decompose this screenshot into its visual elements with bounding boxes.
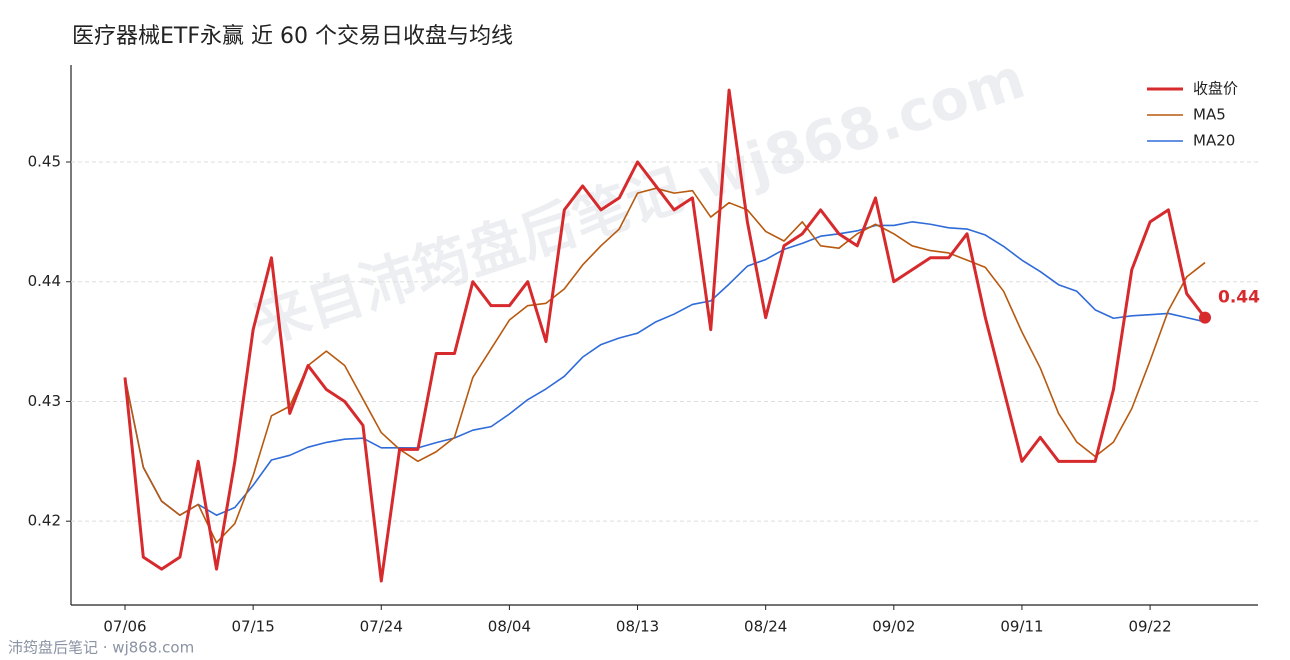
legend-label: MA5 [1193, 106, 1226, 124]
x-tick-label: 09/11 [1000, 618, 1043, 636]
x-tick-label: 07/24 [360, 618, 403, 636]
footer: 沛筠盘后笔记 · wj868.com [8, 639, 194, 657]
x-tick-label: 08/24 [744, 618, 787, 636]
x-tick-label: 07/15 [232, 618, 275, 636]
y-tick-label: 0.44 [28, 272, 61, 290]
series-line [123, 88, 1207, 583]
x-tick-label: 09/02 [872, 618, 915, 636]
legend-label: MA20 [1193, 132, 1235, 150]
end-label: 0.44 [1218, 288, 1260, 308]
x-tick-label: 09/22 [1128, 618, 1171, 636]
x-tick-label: 08/13 [616, 618, 659, 636]
watermark: 来自沛筠盘后笔记 wj868.com [245, 46, 1032, 357]
x-tick-label: 07/06 [103, 618, 146, 636]
series-line [124, 187, 1206, 544]
chart-title: 医疗器械ETF永赢 近 60 个交易日收盘与均线 [72, 24, 513, 49]
series-line [124, 221, 1206, 516]
y-tick-label: 0.43 [28, 392, 61, 410]
y-tick-label: 0.45 [28, 152, 61, 170]
y-tick-label: 0.42 [28, 512, 61, 530]
legend-label: 收盘价 [1193, 80, 1238, 98]
x-tick-label: 08/04 [488, 618, 531, 636]
end-point [1199, 311, 1211, 324]
